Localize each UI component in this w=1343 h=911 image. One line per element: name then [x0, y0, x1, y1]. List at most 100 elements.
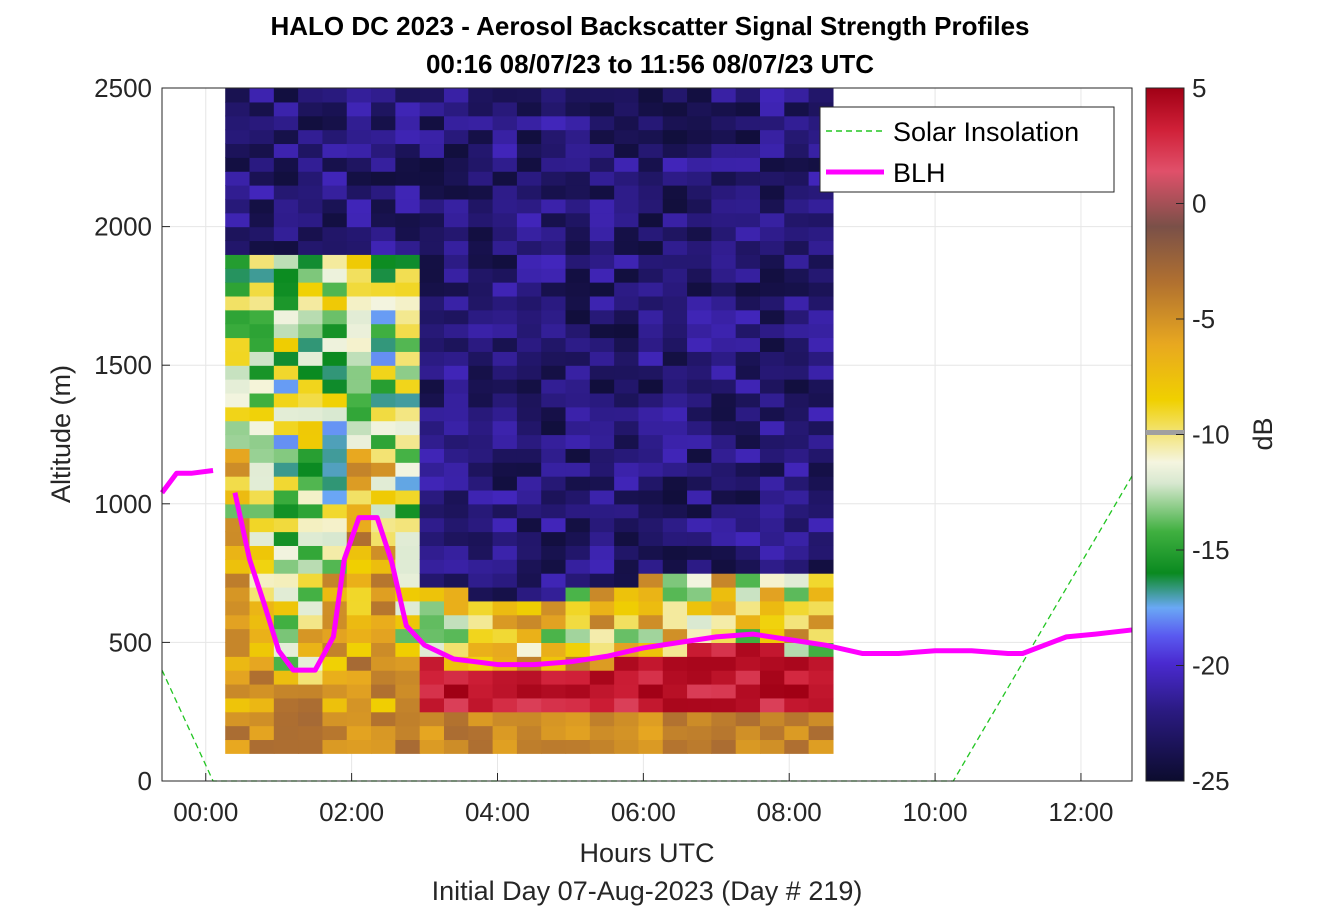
heatmap-cell — [492, 503, 518, 519]
heatmap-cell — [395, 143, 421, 158]
heatmap-cell — [395, 489, 421, 505]
heatmap-cell — [492, 101, 518, 117]
heatmap-cell — [638, 683, 664, 699]
heatmap-cell — [638, 379, 664, 394]
heatmap-cell — [273, 212, 299, 228]
heatmap-cell — [614, 559, 640, 574]
heatmap-cell — [346, 157, 372, 172]
heatmap-cell — [322, 212, 348, 228]
heatmap-cell — [784, 282, 810, 297]
heatmap-cell — [687, 683, 712, 699]
heatmap-cell — [468, 240, 494, 255]
heatmap-cell — [468, 185, 494, 200]
heatmap-cell — [346, 143, 372, 158]
heatmap-cell — [346, 545, 372, 560]
heatmap-cell — [565, 420, 591, 436]
heatmap-cell — [249, 88, 275, 103]
heatmap-cell — [614, 656, 640, 671]
heatmap-cell — [298, 628, 324, 643]
heatmap-cell — [808, 295, 834, 311]
heatmap-cell — [735, 157, 761, 172]
heatmap-cell — [492, 212, 518, 228]
heatmap-cell — [711, 739, 737, 754]
heatmap-cell — [249, 448, 275, 463]
heatmap-cell — [541, 642, 567, 657]
heatmap-cell — [371, 226, 396, 242]
heatmap-cell — [614, 88, 640, 103]
heatmap-cell — [687, 420, 712, 436]
heatmap-cell — [565, 628, 591, 643]
heatmap-cell — [395, 517, 421, 533]
heatmap-cell — [371, 642, 396, 657]
heatmap-cell — [711, 545, 737, 560]
heatmap-cell — [541, 531, 567, 546]
heatmap-cell — [614, 157, 640, 172]
heatmap-cell — [492, 379, 518, 394]
heatmap-cell — [443, 254, 469, 269]
heatmap-cell — [273, 503, 299, 519]
heatmap-cell — [784, 711, 810, 727]
heatmap-cell — [541, 600, 567, 616]
heatmap-cell — [492, 268, 518, 283]
heatmap-cell — [298, 670, 324, 685]
heatmap-cell — [273, 476, 299, 491]
heatmap-cell — [541, 282, 567, 297]
heatmap-cell — [687, 642, 712, 657]
heatmap-cell — [638, 559, 664, 574]
heatmap-cell — [249, 628, 275, 643]
heatmap-cell — [638, 351, 664, 366]
heatmap-cell — [273, 337, 299, 352]
heatmap-cell — [273, 143, 299, 158]
heatmap-cell — [516, 559, 542, 574]
colorbar-label: dB — [1248, 417, 1278, 450]
heatmap-cell — [322, 309, 348, 325]
heatmap-cell — [735, 323, 761, 339]
heatmap-cell — [541, 628, 567, 643]
heatmap-cell — [419, 586, 445, 602]
x-tick-label: 00:00 — [173, 797, 238, 827]
heatmap-cell — [273, 448, 299, 463]
heatmap-cell — [784, 309, 810, 325]
heatmap-cell — [322, 697, 348, 713]
heatmap-cell — [492, 115, 518, 131]
heatmap-cell — [516, 226, 542, 242]
heatmap-cell — [273, 697, 299, 713]
heatmap-cell — [735, 392, 761, 408]
heatmap-cell — [346, 282, 372, 297]
heatmap-cell — [711, 434, 737, 449]
heatmap-cell — [395, 725, 421, 741]
heatmap-cell — [443, 171, 469, 186]
heatmap-cell — [516, 198, 542, 214]
heatmap-cell — [322, 517, 348, 533]
heatmap-cell — [565, 185, 591, 200]
heatmap-cell — [298, 420, 324, 436]
heatmap-cell — [249, 171, 275, 186]
heatmap-cell — [322, 683, 348, 699]
heatmap-cell — [541, 711, 567, 727]
heatmap-cell — [589, 559, 615, 574]
heatmap-cell — [395, 476, 421, 491]
heatmap-cell — [371, 185, 396, 200]
heatmap-cell — [662, 268, 688, 283]
heatmap-cell — [468, 115, 494, 131]
heatmap-cell — [516, 670, 542, 685]
heatmap-cell — [808, 323, 834, 339]
heatmap-cell — [395, 157, 421, 172]
heatmap-cell — [225, 642, 251, 657]
heatmap-cell — [225, 351, 251, 366]
heatmap-cell — [784, 420, 810, 436]
heatmap-cell — [516, 448, 542, 463]
heatmap-cell — [298, 545, 324, 560]
heatmap-cell — [589, 476, 615, 491]
heatmap-cell — [492, 226, 518, 242]
heatmap-cell — [735, 503, 761, 519]
heatmap-cell — [225, 268, 251, 283]
chart-subtitle: 00:16 08/07/23 to 11:56 08/07/23 UTC — [426, 49, 874, 79]
heatmap-cell — [492, 462, 518, 477]
heatmap-cell — [273, 115, 299, 131]
heatmap-cell — [419, 725, 445, 741]
heatmap-cell — [687, 185, 712, 200]
heatmap-cell — [711, 517, 737, 533]
heatmap-cell — [589, 725, 615, 741]
heatmap-cell — [711, 171, 737, 186]
